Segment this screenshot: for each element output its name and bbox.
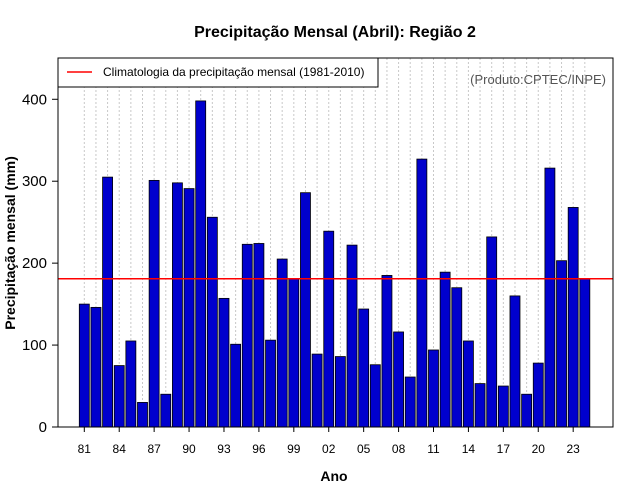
bar-2009 [404,376,416,428]
bar-2007 [381,275,393,428]
x-tick-label: 84 [113,442,127,456]
bar-2022 [556,260,567,428]
x-tick-label: 99 [287,442,301,456]
bar-1999 [288,278,300,428]
x-tick-label: 11 [427,442,440,456]
x-tick-label: 05 [357,442,371,456]
y-tick-label: 200 [22,255,47,272]
bar-1989 [172,182,183,428]
chart-title: Precipitação Mensal (Abril): Região 2 [194,24,476,41]
bar-2011 [428,349,439,428]
x-axis: 81 84 87 90 93 96 99 02 05 08 11 14 17 20 23 [78,427,581,456]
product-annotation: (Produto:CPTEC/INPE) [470,72,606,87]
bar-1993 [218,297,230,428]
bar-1987 [148,179,160,428]
legend-label: Climatologia da precipitação mensal (198… [103,65,364,79]
y-tick-label: 100 [22,337,47,354]
bar-1991 [195,100,207,428]
bar-2012 [439,271,451,428]
bar-2015 [474,383,486,428]
bar-2018 [509,295,521,428]
bar-2013 [451,287,463,428]
x-tick-label: 17 [497,442,511,456]
y-axis: 0 100 200 300 400 [22,91,58,436]
x-tick-label: 08 [392,442,406,456]
x-tick-label: 93 [217,442,231,456]
bar-2004 [346,244,358,428]
x-tick-label: 02 [322,442,336,456]
bar-1988 [160,393,172,428]
bar-2001 [311,353,323,428]
bar-1981 [78,303,90,428]
bar-1984 [113,365,125,428]
bar-2023 [567,207,579,428]
bar-1998 [276,258,288,428]
bar-1986 [137,402,148,428]
bar-2002 [323,230,335,428]
x-tick-label: 87 [147,442,161,456]
bar-2016 [486,236,498,428]
bar-1990 [183,188,195,428]
bar-2010 [416,158,428,428]
x-axis-label: Ano [320,468,347,484]
legend: Climatologia da precipitação mensal (198… [57,57,379,88]
bars [78,100,591,428]
x-tick-label: 96 [252,442,266,456]
bar-1995 [241,243,253,428]
bar-1983 [102,176,113,428]
legend-box [57,57,379,88]
bar-1982 [90,306,102,428]
x-tick-label: 14 [462,442,476,456]
bar-1996 [253,243,265,428]
bar-2006 [369,364,381,428]
bar-2000 [300,192,311,428]
bar-2008 [393,331,404,428]
bar-2024 [579,278,591,428]
bar-1997 [265,339,276,428]
bar-2014 [463,340,474,428]
x-tick-label: 90 [182,442,196,456]
gridlines [83,58,586,427]
y-tick-label: 400 [22,91,47,108]
x-tick-label: 81 [78,442,92,456]
y-tick-label: 0 [39,419,47,436]
bar-2005 [358,308,370,428]
bar-2017 [497,385,509,428]
x-tick-label: 23 [567,442,581,456]
bar-1992 [206,216,218,428]
bar-2019 [521,393,533,428]
bar-2003 [334,356,346,428]
x-tick-label: 20 [532,442,546,456]
y-axis-label: Precipitação mensal (mm) [2,156,18,330]
bar-1994 [230,343,242,428]
bar-2020 [532,362,544,428]
bar-2021 [544,167,556,428]
y-tick-label: 300 [22,173,47,190]
bar-1985 [125,340,137,428]
